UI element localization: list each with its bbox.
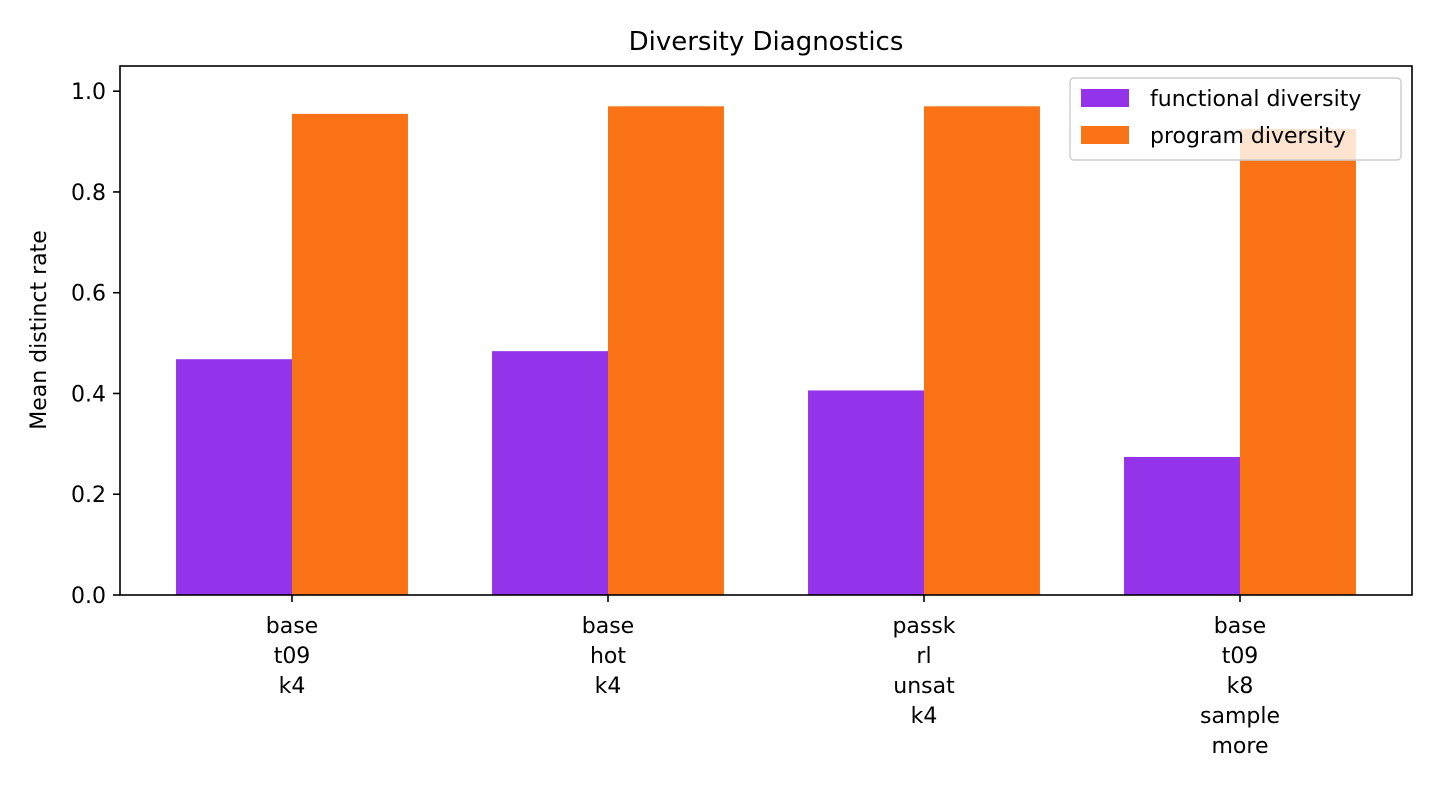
x-axis-ticks: base t09 k4 base hot k4 passk rl unsat k4 base t09 k… [266,595,1280,759]
y-tick-label: 0.2 [71,483,106,508]
y-tick-label: 1.0 [71,80,106,105]
plot-frame [119,65,1413,596]
y-axis-ticks: 0.0 0.2 0.4 0.6 0.8 1.0 [71,80,120,609]
x-tick-label: k4 [911,704,938,729]
bar-functional-2 [808,390,924,595]
x-tick-label: sample [1200,704,1280,729]
legend-box [1069,77,1402,161]
legend-swatch-program [1081,126,1129,144]
legend-swatch-functional [1081,89,1129,107]
x-tick-label: unsat [893,674,955,699]
x-tick-label: rl [916,644,931,669]
legend-label-program: program diversity [1150,124,1346,149]
x-tick-label: base [582,614,634,639]
chart-title: Diversity Diagnostics [629,27,904,57]
bar-program-0 [292,113,408,596]
x-tick-label: k4 [595,674,622,699]
legend-label-functional: functional diversity [1150,87,1361,112]
x-tick-label: k4 [279,674,306,699]
bar-functional-3 [1124,456,1240,595]
bar-program-1 [608,106,724,596]
bar-functional-0 [176,359,292,595]
x-tick-label: more [1212,734,1269,759]
bar-program-2 [924,106,1040,596]
x-tick-label: base [266,614,318,639]
y-tick-label: 0.8 [71,181,106,206]
x-tick-label: passk [892,614,955,639]
x-tick-label: k8 [1227,674,1254,699]
y-axis-label: Mean distinct rate [27,230,52,430]
y-tick-label: 0.6 [71,282,106,307]
legend: functional diversity program diversity [1069,77,1402,161]
bars-group [176,106,1356,596]
x-tick-label: t09 [1222,644,1259,669]
x-tick-label: t09 [274,644,311,669]
y-tick-label: 0.0 [71,584,106,609]
y-tick-label: 0.4 [71,382,106,407]
bar-functional-1 [492,351,608,595]
x-tick-label: hot [590,644,626,669]
x-tick-label: base [1214,614,1266,639]
bar-program-3 [1240,128,1356,596]
